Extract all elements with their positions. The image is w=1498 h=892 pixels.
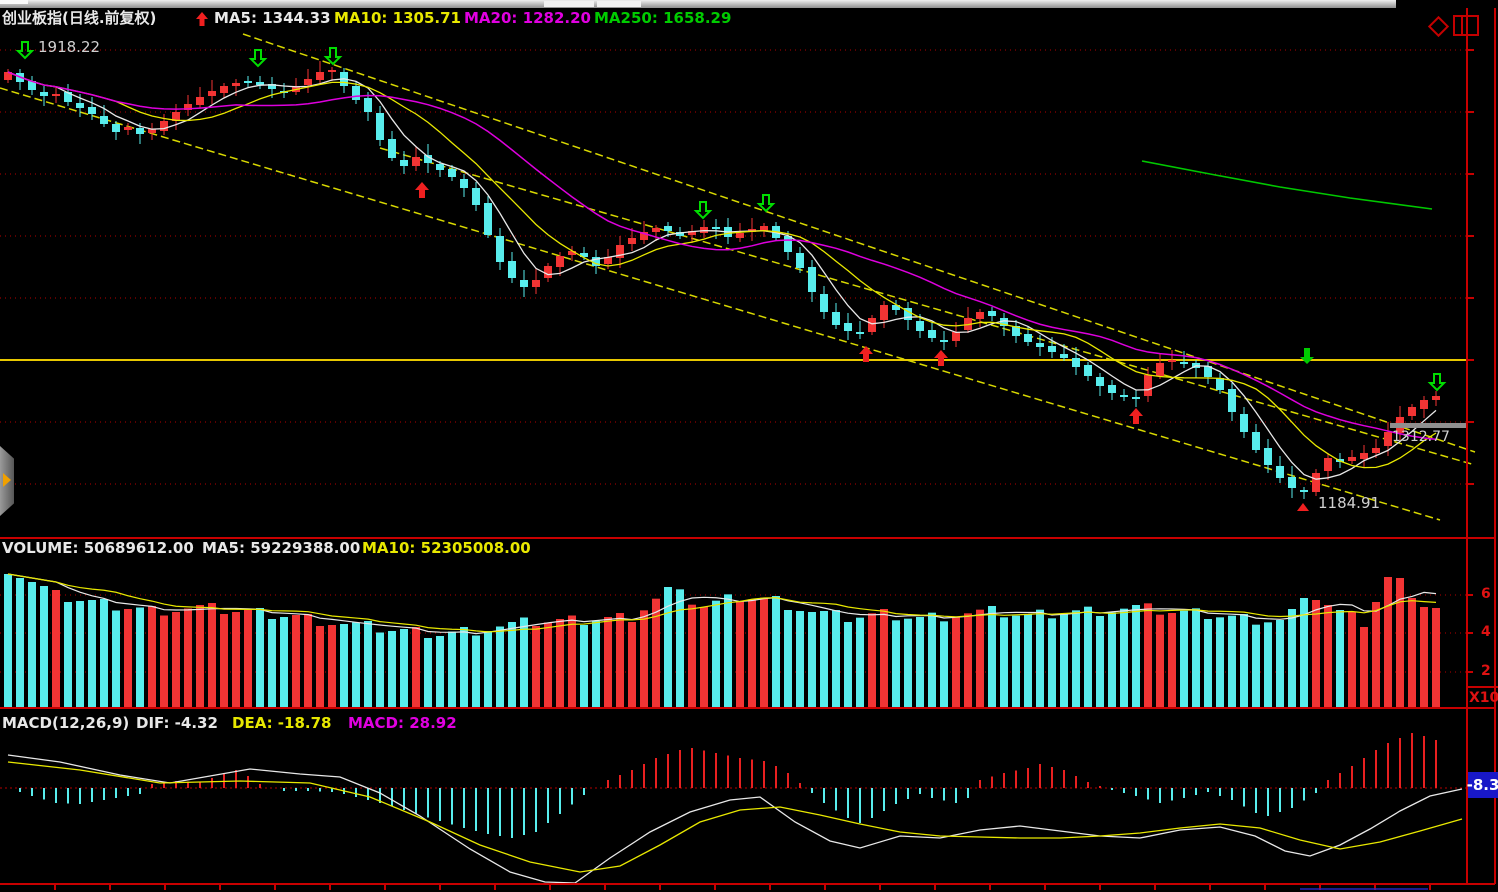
macd-value: MACD: 28.92 (348, 714, 457, 732)
dif-value: DIF: -4.32 (136, 714, 218, 732)
volume-value: VOLUME: 50689612.00 (2, 539, 194, 557)
macd-cursor-value: -8.3 (1467, 772, 1498, 798)
volume-ma10: MA10: 52305008.00 (362, 539, 531, 557)
vol-axis-2: 2 (1481, 663, 1491, 679)
macd-params: MACD(12,26,9) (2, 714, 130, 732)
volume-ma5: MA5: 59229388.00 (202, 539, 361, 557)
ma250-value: MA250: 1658.29 (594, 9, 732, 27)
price-line-label: 1312.77 (1392, 429, 1450, 445)
vol-axis-unit: X10 (1469, 690, 1498, 706)
top-edge-segment (597, 1, 641, 7)
ma10-value: MA10: 1305.71 (334, 9, 461, 27)
bottom-scroll-sliver (1300, 888, 1428, 890)
instrument-title: 创业板指(日线.前复权) (2, 9, 157, 27)
ma5-value: MA5: 1344.33 (214, 9, 331, 27)
low-price-label: 1184.91 (1318, 494, 1381, 512)
vol-axis-4: 4 (1481, 624, 1491, 640)
dea-value: DEA: -18.78 (232, 714, 332, 732)
top-edge-segment (544, 1, 594, 7)
sidebar-expand-handle[interactable] (0, 446, 14, 516)
window-top-edge (0, 0, 1396, 8)
expand-arrow-icon (3, 473, 11, 487)
top-edge-highlight (0, 0, 28, 4)
ma20-value: MA20: 1282.20 (464, 9, 591, 27)
layout-icon[interactable] (1453, 15, 1479, 36)
layout-icon-divider (1461, 17, 1463, 34)
up-arrow-icon (196, 12, 208, 26)
high-price-label: 1918.22 (38, 38, 101, 56)
vol-axis-6: 6 (1481, 586, 1491, 602)
